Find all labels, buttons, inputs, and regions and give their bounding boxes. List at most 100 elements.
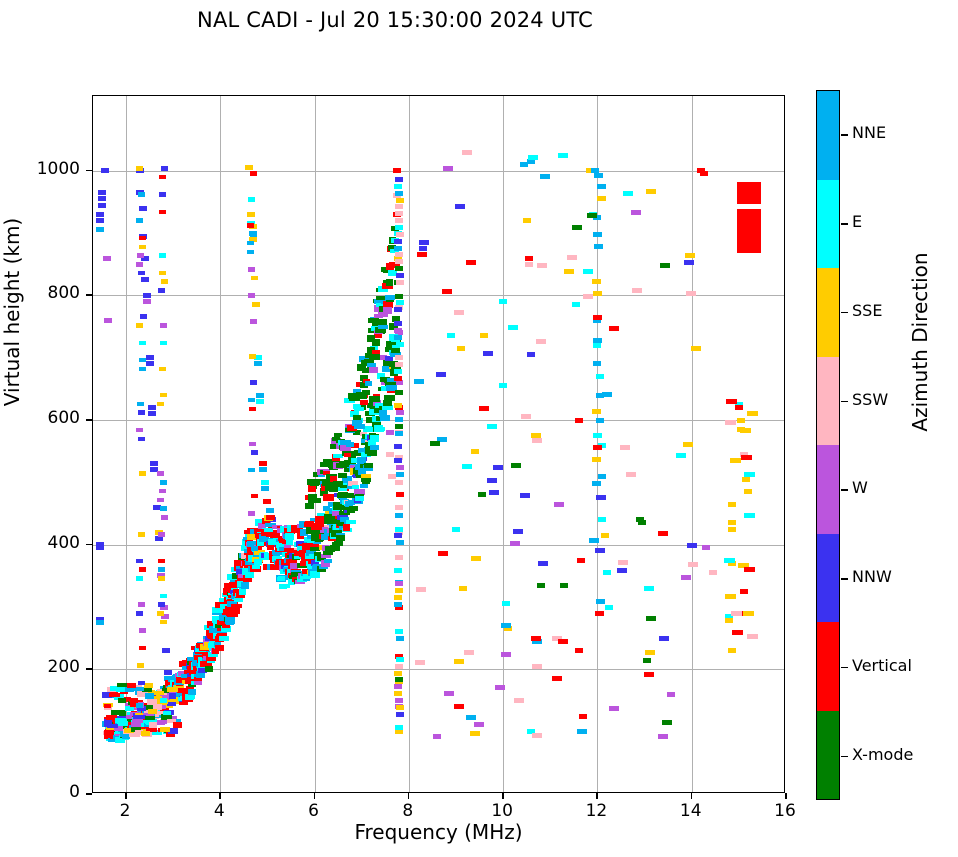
echo-mark (248, 467, 256, 473)
echo-mark (479, 405, 490, 411)
echo-mark (537, 560, 548, 566)
echo-mark (259, 534, 269, 539)
echo-mark (396, 636, 405, 642)
echo-mark (724, 593, 736, 599)
echo-mark (167, 700, 177, 707)
echo-mark (395, 197, 404, 203)
echo-mark (572, 302, 581, 308)
echo-mark (136, 323, 144, 328)
echo-mark (148, 708, 158, 715)
echo-mark (206, 655, 216, 661)
echo-mark (157, 401, 165, 407)
echo-mark (595, 610, 605, 616)
echo-mark (261, 479, 270, 485)
echo-mark (286, 558, 298, 564)
echo-mark (394, 334, 403, 340)
echo-mark (246, 541, 257, 547)
echo-mark (437, 550, 448, 556)
echo-mark (334, 433, 342, 438)
echo-mark (362, 390, 371, 395)
echo-mark (454, 704, 465, 710)
echo-mark (239, 557, 248, 563)
echo-mark (160, 613, 169, 619)
echo-mark (395, 259, 404, 265)
echo-mark (296, 540, 305, 548)
echo-mark (330, 437, 341, 445)
echo-mark (525, 261, 534, 267)
gridline-vertical (126, 96, 127, 792)
echo-mark (725, 613, 734, 619)
echo-mark (395, 656, 404, 662)
echo-mark (394, 512, 403, 518)
echo-mark (323, 459, 335, 466)
echo-mark (379, 415, 391, 421)
echo-mark (353, 450, 362, 457)
echo-mark (96, 545, 105, 551)
echo-mark (734, 405, 743, 411)
echo-mark (146, 718, 158, 725)
echo-mark (370, 444, 379, 451)
x-axis-tick-mark (596, 793, 599, 799)
echo-mark (140, 255, 149, 261)
echo-mark (602, 570, 611, 576)
echo-mark (378, 324, 388, 329)
echo-mark (157, 573, 166, 579)
echo-mark (370, 403, 379, 409)
echo-mark (395, 588, 404, 594)
echo-mark (332, 510, 341, 517)
echo-mark (155, 529, 163, 535)
echo-mark (139, 314, 147, 319)
echo-mark (531, 635, 542, 641)
echo-mark (461, 464, 472, 470)
echo-mark (158, 253, 166, 258)
echo-mark (676, 452, 687, 458)
x-axis-tick-label: 14 (679, 801, 702, 821)
echo-mark (395, 454, 404, 460)
echo-mark (117, 720, 128, 726)
echo-mark (172, 721, 182, 728)
echo-mark (596, 196, 606, 202)
echo-mark (159, 488, 167, 494)
echo-mark (270, 529, 279, 535)
echo-mark (430, 440, 441, 446)
colorbar-tick-mark (841, 755, 848, 758)
echo-mark (619, 444, 630, 450)
echo-mark (395, 423, 404, 429)
echo-mark (128, 697, 138, 702)
echo-mark (697, 168, 706, 174)
echo-mark (157, 558, 165, 564)
echo-mark (270, 538, 279, 545)
echo-mark (159, 480, 167, 485)
echo-mark (136, 168, 145, 174)
echo-mark (136, 663, 144, 668)
echo-mark (683, 259, 694, 265)
echo-mark (598, 473, 607, 479)
echo-mark (189, 669, 200, 676)
echo-mark (159, 270, 167, 276)
echo-mark (320, 554, 331, 559)
y-axis-tick-mark (86, 543, 92, 546)
echo-mark (487, 478, 498, 484)
echo-mark (385, 295, 395, 301)
echo-mark (98, 196, 107, 202)
echo-mark (522, 218, 531, 224)
echo-mark (356, 364, 367, 371)
echo-mark (138, 680, 146, 686)
echo-mark (592, 279, 602, 285)
echo-mark (331, 514, 340, 520)
echo-mark (463, 650, 474, 656)
echo-mark (699, 171, 708, 177)
colorbar-tick-mark (841, 400, 848, 403)
echo-mark (355, 464, 365, 471)
echo-mark (129, 701, 138, 708)
echo-mark (240, 553, 250, 559)
echo-mark (510, 540, 521, 546)
echo-mark (741, 476, 750, 482)
echo-mark (532, 732, 543, 738)
echo-mark (249, 528, 258, 535)
echo-mark (595, 547, 606, 553)
echo-mark (201, 652, 213, 659)
echo-mark (390, 249, 400, 254)
echo-mark (390, 351, 402, 357)
echo-mark (305, 553, 313, 559)
